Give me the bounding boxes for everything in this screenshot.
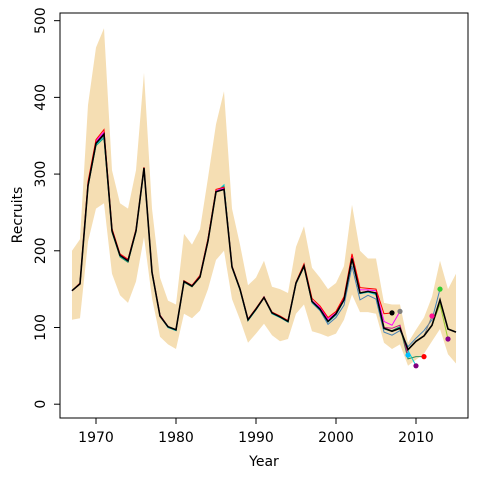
x-tick-label-2000: 2000 [318, 430, 354, 446]
confidence-band [72, 28, 456, 366]
endpoint-marker-2008 [397, 308, 403, 314]
endpoint-markers-layer [389, 286, 451, 369]
y-tick-label-200: 200 [33, 237, 49, 264]
x-tick-label-2010: 2010 [398, 430, 434, 446]
endpoint-marker-2011 [421, 354, 427, 360]
y-tick-label-500: 500 [33, 7, 49, 34]
endpoint-marker-2012 [429, 313, 435, 319]
endpoint-marker-2010 [413, 363, 419, 369]
x-tick-label-1970: 1970 [78, 430, 114, 446]
y-tick-label-300: 300 [33, 161, 49, 188]
endpoint-marker-2009 [405, 352, 411, 358]
x-tick-label-1990: 1990 [238, 430, 274, 446]
endpoint-marker-2014 [445, 336, 451, 342]
x-axis-title: Year [248, 454, 279, 470]
endpoint-marker-2013 [437, 286, 443, 292]
y-tick-label-400: 400 [33, 84, 49, 111]
endpoint-marker-2007 [389, 310, 395, 316]
y-tick-label-100: 100 [33, 314, 49, 341]
x-tick-label-1980: 1980 [158, 430, 194, 446]
y-axis: 0 100 200 300 400 500 [33, 7, 61, 409]
main-series-line [71, 132, 457, 352]
uncertainty-band-layer [72, 28, 456, 366]
y-axis-title: Recruits [10, 187, 26, 244]
series-lines-layer [71, 128, 457, 367]
x-axis: 1970 1980 1990 2000 2010 [78, 417, 434, 446]
y-tick-label-0: 0 [33, 400, 49, 409]
